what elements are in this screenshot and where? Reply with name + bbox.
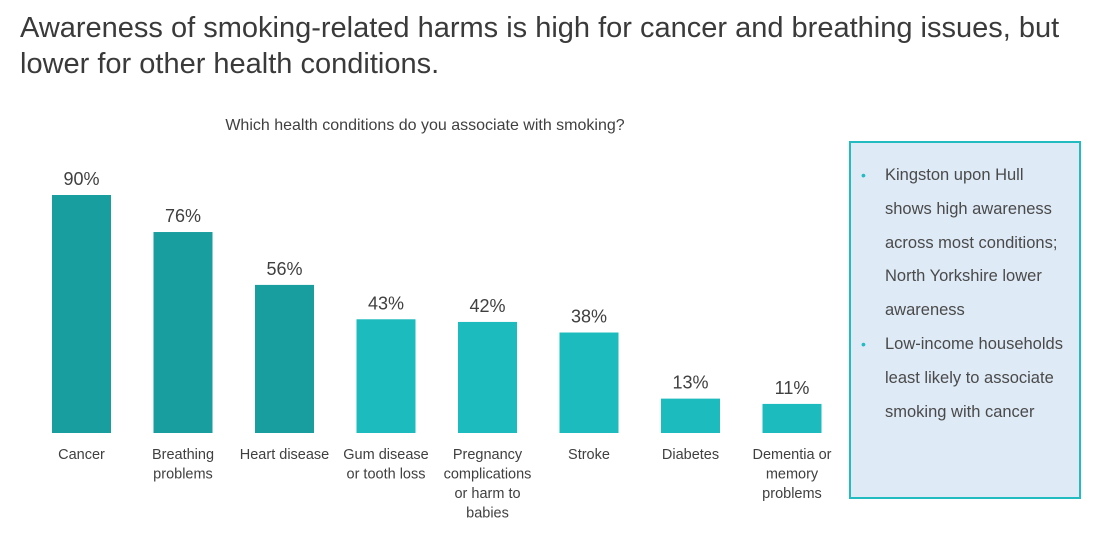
category-label: Breathing <box>152 447 214 463</box>
page-title: Awareness of smoking-related harms is hi… <box>20 12 1060 80</box>
bar <box>255 284 314 433</box>
data-label: 38% <box>571 307 607 327</box>
bar <box>52 195 111 433</box>
data-label: 11% <box>775 378 810 398</box>
bar <box>762 403 822 433</box>
bullet-icon: • <box>861 167 866 183</box>
category-label: or tooth loss <box>347 467 426 483</box>
data-label: 13% <box>672 373 708 393</box>
chart-title: Which health conditions do you associate… <box>225 117 625 134</box>
data-label: 56% <box>266 259 302 279</box>
category-label: complications <box>444 467 532 483</box>
category-label: Cancer <box>58 447 105 463</box>
callout-bullet: • Kingston upon Hull shows high awareness… <box>861 159 1067 328</box>
category-label: memory <box>766 467 819 483</box>
bar <box>661 398 720 433</box>
category-label: Dementia or <box>753 447 832 463</box>
bar <box>153 232 213 433</box>
bullet-icon: • <box>861 335 866 352</box>
callout-bullet: • Low-income households least likely to a… <box>861 328 1067 429</box>
callout-box: • Kingston upon Hull shows high awareness… <box>849 141 1081 499</box>
data-label: 43% <box>368 293 404 313</box>
bar-chart: 90% Cancer 76% Breathing problems 56% Heart di… <box>52 169 832 522</box>
data-label: 42% <box>469 296 505 316</box>
bar <box>356 319 416 433</box>
category-label: Stroke <box>568 447 610 463</box>
data-label: 90% <box>63 169 99 189</box>
category-label: problems <box>762 486 822 502</box>
category-label: problems <box>153 467 213 483</box>
category-label: Heart disease <box>240 447 329 463</box>
category-label: Gum disease <box>343 447 428 463</box>
category-label: or harm to <box>454 486 520 502</box>
data-label: 76% <box>165 206 201 226</box>
category-label: Pregnancy <box>453 447 523 463</box>
bar <box>559 332 619 433</box>
category-label: babies <box>466 506 509 522</box>
bar <box>458 321 517 433</box>
category-label: Diabetes <box>662 447 719 463</box>
